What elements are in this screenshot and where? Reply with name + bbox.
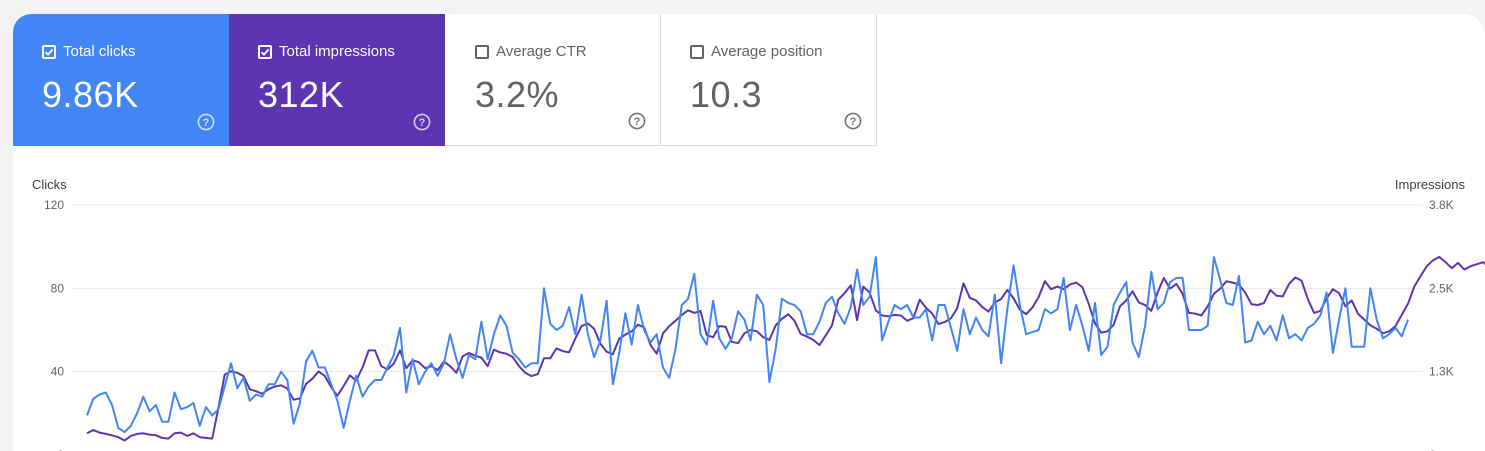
line-chart-svg: 120 3.8K 80 2.5K 40 1.3K 0 0 bbox=[44, 198, 1485, 451]
metric-card-header: Average CTR bbox=[475, 43, 587, 60]
metric-label: Total clicks bbox=[63, 43, 136, 60]
metric-label: Average position bbox=[711, 43, 823, 60]
right-axis-tick-label: 0 bbox=[1429, 448, 1436, 451]
left-axis-title: Clicks bbox=[32, 177, 67, 192]
help-icon[interactable]: ? bbox=[628, 112, 646, 130]
help-icon[interactable]: ? bbox=[413, 113, 431, 131]
svg-text:?: ? bbox=[203, 117, 210, 129]
right-axis-tick-label: 3.8K bbox=[1429, 198, 1454, 212]
left-axis-tick-label: 0 bbox=[57, 448, 64, 451]
checkbox-unchecked-icon[interactable] bbox=[690, 44, 704, 59]
left-axis-tick-label: 40 bbox=[51, 365, 65, 379]
series-line-total-clicks bbox=[86, 256, 1409, 434]
right-axis-title: Impressions bbox=[1394, 177, 1465, 192]
metric-card-total-clicks[interactable]: Total clicks 9.86K ? bbox=[13, 14, 229, 146]
help-icon[interactable]: ? bbox=[197, 113, 215, 131]
metric-card-average-position[interactable]: Average position 10.3 ? bbox=[661, 14, 877, 146]
performance-panel: Total clicks 9.86K ? Total impressions 3… bbox=[13, 14, 1485, 451]
right-axis-tick-label: 2.5K bbox=[1429, 281, 1454, 295]
performance-chart: Clicks Impressions 120 3.8K 80 2.5K 40 1.3K 0 0 bbox=[13, 164, 1485, 451]
left-axis-tick-label: 120 bbox=[44, 198, 64, 212]
metric-value: 312K bbox=[258, 74, 345, 115]
metric-card-total-impressions[interactable]: Total impressions 312K ? bbox=[229, 14, 445, 146]
series-line-total-impressions bbox=[86, 256, 1485, 442]
svg-text:?: ? bbox=[419, 117, 426, 129]
metric-value: 9.86K bbox=[42, 74, 139, 115]
metric-card-header: Average position bbox=[690, 43, 822, 60]
checkbox-checked-icon[interactable] bbox=[42, 44, 56, 59]
right-axis-tick-label: 1.3K bbox=[1429, 365, 1454, 379]
metric-value: 3.2% bbox=[475, 74, 560, 115]
checkbox-checked-icon[interactable] bbox=[258, 44, 272, 59]
metric-label: Average CTR bbox=[496, 43, 587, 60]
left-axis-tick-label: 80 bbox=[51, 281, 65, 295]
metric-card-header: Total clicks bbox=[42, 43, 136, 60]
metric-cards: Total clicks 9.86K ? Total impressions 3… bbox=[13, 14, 877, 146]
svg-text:?: ? bbox=[634, 116, 641, 128]
help-icon[interactable]: ? bbox=[844, 112, 862, 130]
checkbox-unchecked-icon[interactable] bbox=[475, 44, 489, 59]
metric-label: Total impressions bbox=[279, 43, 395, 60]
metric-card-header: Total impressions bbox=[258, 43, 395, 60]
metric-card-average-ctr[interactable]: Average CTR 3.2% ? bbox=[445, 14, 661, 146]
svg-text:?: ? bbox=[850, 116, 857, 128]
metric-value: 10.3 bbox=[690, 74, 763, 115]
